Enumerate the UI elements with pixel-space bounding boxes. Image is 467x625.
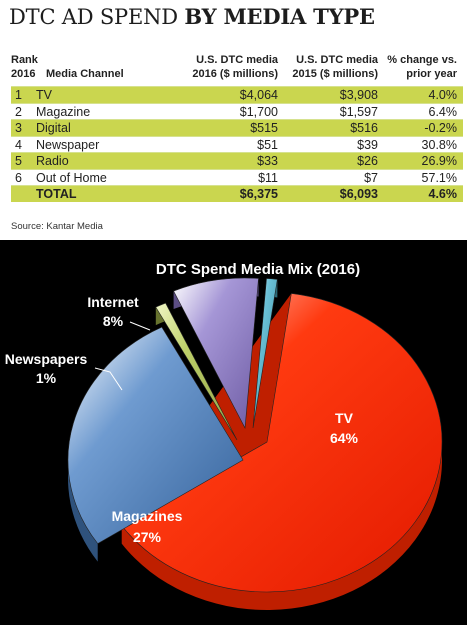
cell-2016: $33: [257, 154, 278, 168]
pie-slice-top: [155, 302, 238, 441]
cell-change: 4.6%: [428, 187, 458, 201]
table-row: 2 Magazine $1,700 $1,597 6.4%: [11, 102, 463, 120]
cell-2015: $26: [357, 154, 378, 168]
pie-slice-top: [252, 278, 278, 429]
pie-chart: DTC Spend Media Mix (2016) TV 64% Magazines…: [5, 261, 443, 610]
cell-total-label: TOTAL: [36, 187, 77, 201]
cell-2015: $1,597: [339, 104, 378, 119]
cell-2015: $7: [364, 170, 378, 185]
pie-slice: [155, 302, 238, 441]
table-row: 6 Out of Home $11 $7 57.1%: [11, 168, 463, 186]
pie-slice-top: [67, 326, 244, 545]
cell-rank: 5: [15, 154, 22, 168]
cell-rank: 4: [15, 137, 22, 152]
pie-slice: [67, 326, 244, 562]
title-bold: BY MEDIA TYPE: [184, 4, 375, 29]
cell-change: 26.9%: [421, 154, 457, 168]
cell-2016: $515: [250, 121, 278, 135]
cell-2016: $11: [258, 170, 278, 185]
cell-change: -0.2%: [424, 121, 457, 135]
cell-channel: Digital: [36, 121, 71, 135]
cell-2016: $6,375: [239, 187, 278, 201]
pie-slice: [121, 293, 443, 610]
label-magazines-value: 27%: [133, 529, 162, 545]
label-newspapers: Newspapers: [5, 351, 88, 367]
header-rank: Rank 2016: [11, 54, 38, 80]
label-internet: Internet: [87, 294, 139, 310]
cell-2015: $39: [357, 137, 378, 152]
cell-2015: $3,908: [339, 88, 378, 102]
pie-slice-top: [121, 293, 443, 593]
cell-rank: 6: [15, 170, 22, 185]
cell-channel: TV: [36, 88, 52, 102]
cell-2016: $4,064: [239, 88, 278, 102]
leader-line-newspapers: [94, 367, 123, 391]
cell-channel: Magazine: [36, 104, 91, 119]
cell-rank: 1: [15, 88, 22, 102]
cell-rank: 2: [15, 104, 22, 119]
pie-slice: [173, 277, 259, 430]
label-internet-value: 8%: [103, 313, 124, 329]
label-tv: TV: [335, 410, 354, 426]
label-newspapers-value: 1%: [36, 370, 57, 386]
label-magazines: Magazines: [112, 508, 183, 524]
header-2016: U.S. DTC media 2016 ($ millions): [192, 54, 278, 80]
header-2015: U.S. DTC media 2015 ($ millions): [292, 54, 378, 80]
pie-slice-top: [173, 277, 259, 430]
cell-channel: Newspaper: [36, 137, 100, 152]
cell-change: 4.0%: [428, 88, 458, 102]
cell-change: 6.4%: [428, 104, 458, 119]
label-tv-value: 64%: [330, 430, 359, 446]
leader-line-internet: [129, 321, 151, 331]
header-change: % change vs. prior year: [387, 54, 457, 80]
cell-rank: 3: [15, 121, 22, 135]
spend-table: Rank 2016 Media Channel U.S. DTC media 2…: [11, 45, 463, 202]
cell-2016: $1,700: [239, 104, 278, 119]
table-row: 3 Digital $515 $516 -0.2%: [11, 119, 463, 136]
cell-2015: $6,093: [339, 187, 378, 201]
header-channel: Media Channel: [46, 68, 124, 80]
cell-2015: $516: [350, 121, 378, 135]
source-note: Source: Kantar Media: [11, 221, 103, 232]
table-total-row: TOTAL $6,375 $6,093 4.6%: [11, 185, 463, 202]
title-light: DTC AD SPEND: [9, 5, 185, 29]
cell-2016: $51: [257, 137, 278, 152]
pie-chart-panel: DTC Spend Media Mix (2016) TV 64% Magazines…: [0, 240, 467, 625]
page-title: DTC AD SPEND BY MEDIA TYPE: [9, 4, 375, 30]
table-panel: DTC AD SPEND BY MEDIA TYPE Rank 2016 Med…: [0, 0, 467, 240]
table-row: 1 TV $4,064 $3,908 4.0%: [11, 86, 463, 103]
chart-title: DTC Spend Media Mix (2016): [156, 261, 360, 278]
cell-change: 57.1%: [421, 170, 457, 185]
table-row: 5 Radio $33 $26 26.9%: [11, 152, 463, 169]
cell-channel: Out of Home: [36, 170, 107, 185]
table-header: Rank 2016 Media Channel U.S. DTC media 2…: [11, 45, 463, 86]
cell-channel: Radio: [36, 154, 69, 168]
table-row: 4 Newspaper $51 $39 30.8%: [11, 135, 463, 153]
cell-change: 30.8%: [421, 137, 457, 152]
pie-slice: [252, 278, 278, 429]
